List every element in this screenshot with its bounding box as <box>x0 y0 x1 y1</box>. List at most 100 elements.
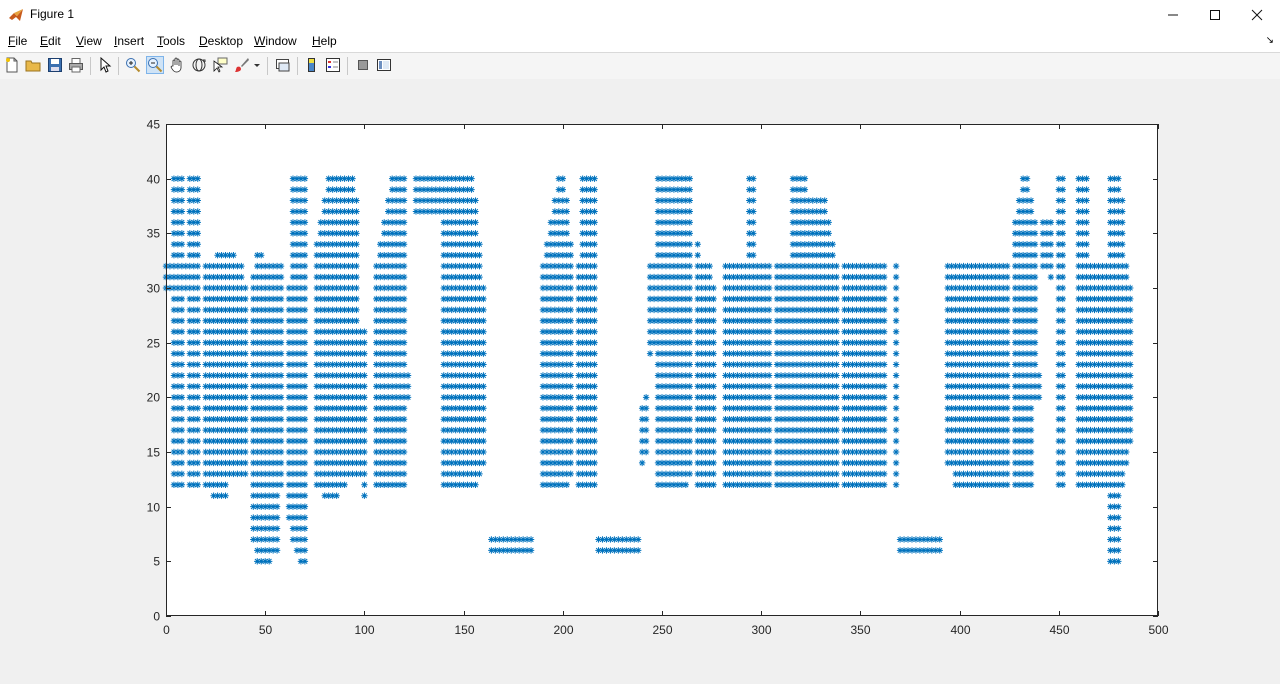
link-plot-button[interactable] <box>274 56 292 74</box>
open-file-button[interactable] <box>24 56 42 74</box>
data-point <box>801 208 809 215</box>
data-point <box>222 416 229 423</box>
data-point <box>793 328 801 335</box>
data-point <box>432 197 440 204</box>
data-point <box>912 536 920 543</box>
menu-insert[interactable]: Insert <box>114 34 145 48</box>
data-point <box>849 416 856 423</box>
data-point <box>1123 437 1130 445</box>
data-point <box>1027 481 1035 488</box>
edit-plot-button[interactable] <box>96 56 114 74</box>
data-point <box>337 186 344 193</box>
menu-tools[interactable]: Tools <box>157 34 186 48</box>
data-point <box>722 295 729 303</box>
data-point <box>194 175 201 182</box>
data-point <box>575 295 582 303</box>
hide-plot-tools-button[interactable] <box>354 56 372 74</box>
data-point <box>682 481 690 488</box>
data-point <box>543 273 551 281</box>
data-point <box>551 273 559 281</box>
brush-dropdown-button[interactable] <box>252 56 262 74</box>
data-point <box>234 262 241 270</box>
data-point <box>539 481 547 488</box>
insert-colorbar-button[interactable] <box>303 56 321 74</box>
data-point <box>262 394 269 401</box>
scatter-plot[interactable]: 0 50 100 150 200 250 300 350 400 450 5000510152025… <box>0 79 1280 684</box>
data-point <box>896 536 904 543</box>
show-plot-tools-button[interactable] <box>375 56 393 74</box>
data-point <box>809 295 816 303</box>
data-point <box>547 273 555 281</box>
close-button[interactable] <box>1234 0 1280 30</box>
data-point <box>801 350 809 357</box>
zoom-out-button[interactable] <box>146 56 164 74</box>
data-point <box>373 295 380 303</box>
minimize-button[interactable] <box>1150 0 1196 30</box>
data-point <box>821 306 828 314</box>
insert-legend-button[interactable] <box>324 56 342 74</box>
menu-desktop[interactable]: Desktop <box>199 34 244 48</box>
menu-edit[interactable]: Edit <box>40 34 61 48</box>
data-point <box>738 317 745 324</box>
data-point <box>1075 252 1082 259</box>
data-point <box>682 448 690 456</box>
data-point <box>543 448 551 456</box>
data-point <box>539 426 547 434</box>
data-point <box>1083 416 1090 423</box>
print-figure-button[interactable] <box>67 56 85 74</box>
data-point <box>238 339 245 346</box>
data-point <box>321 230 328 237</box>
data-point <box>551 252 559 259</box>
data-point <box>829 394 836 401</box>
data-point <box>293 273 301 281</box>
data-point <box>381 416 388 423</box>
data-point <box>381 339 388 346</box>
pan-button[interactable] <box>168 56 186 74</box>
data-point <box>952 470 959 478</box>
data-point <box>587 241 594 248</box>
data-point <box>222 262 229 270</box>
data-point <box>456 241 463 248</box>
data-point <box>396 197 404 204</box>
data-point <box>694 284 701 292</box>
data-point <box>452 175 459 182</box>
data-point <box>1059 219 1066 226</box>
data-point <box>841 306 848 314</box>
data-point <box>702 372 709 379</box>
data-point <box>321 416 328 423</box>
minimize-icon <box>1168 14 1178 16</box>
data-point <box>170 448 178 456</box>
data-point <box>865 273 872 281</box>
data-point <box>845 372 852 379</box>
data-point <box>381 350 388 357</box>
data-point <box>738 481 745 488</box>
data-point <box>388 219 396 226</box>
data-point <box>555 328 563 335</box>
brush-button[interactable] <box>233 56 251 74</box>
data-point <box>881 295 888 303</box>
menu-help[interactable]: Help <box>312 34 337 48</box>
data-point <box>698 262 705 270</box>
save-figure-button[interactable] <box>46 56 64 74</box>
data-point <box>952 383 959 390</box>
data-point <box>468 448 475 456</box>
data-point <box>400 470 408 478</box>
data-point <box>456 394 463 401</box>
data-point <box>698 317 705 324</box>
data-point <box>698 273 705 281</box>
rotate-3d-button[interactable] <box>190 56 208 74</box>
zoom-in-button[interactable] <box>124 56 142 74</box>
menu-file[interactable]: File <box>8 34 28 48</box>
menu-view[interactable]: View <box>76 34 102 48</box>
data-point <box>877 383 884 390</box>
data-point <box>206 394 213 401</box>
menu-window[interactable]: Window <box>254 34 297 48</box>
data-cursor-button[interactable] <box>211 56 229 74</box>
dock-figure-icon[interactable]: ↘ <box>1265 35 1274 46</box>
data-point <box>178 208 186 215</box>
new-figure-button[interactable] <box>3 56 21 74</box>
data-point <box>650 328 658 335</box>
maximize-button[interactable] <box>1192 0 1238 30</box>
data-point <box>670 230 678 237</box>
data-point <box>746 175 753 182</box>
